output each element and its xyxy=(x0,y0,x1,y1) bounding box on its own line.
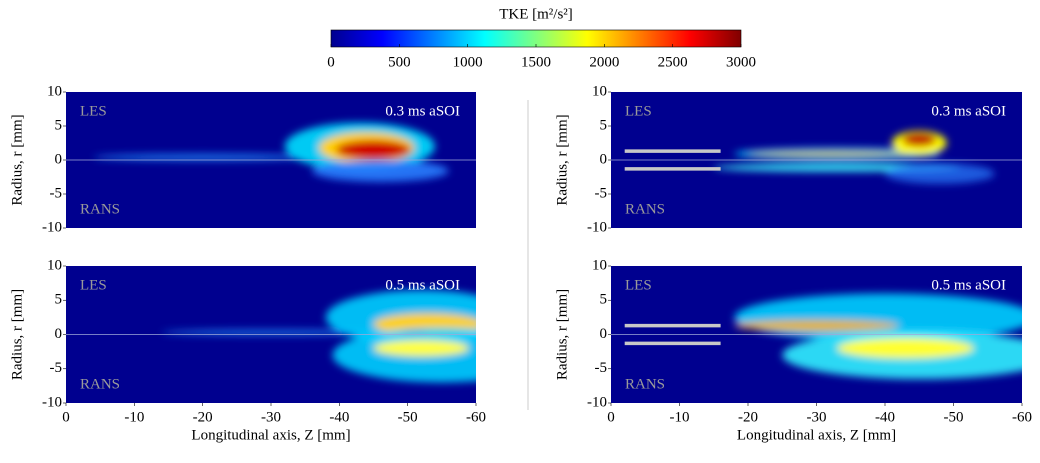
plume-blob xyxy=(335,140,412,160)
plume-blob xyxy=(748,151,913,157)
y-tick-label: 5 xyxy=(600,117,608,133)
colorbar-tick-label: 2000 xyxy=(589,54,619,70)
rans-label: RANS xyxy=(80,376,120,392)
colorbar-title: TKE [m²/s²] xyxy=(499,6,573,22)
x-tick-label: -30 xyxy=(807,409,827,425)
y-axis-label: Radius, r [mm] xyxy=(9,289,25,380)
rans-label: RANS xyxy=(80,201,120,217)
y-tick-label: 5 xyxy=(55,117,63,133)
y-tick-label: 0 xyxy=(600,326,608,342)
plume-blob xyxy=(312,160,449,182)
field xyxy=(66,92,476,228)
x-tick-label: -40 xyxy=(329,409,349,425)
colorbar-tick-label: 1000 xyxy=(453,54,483,70)
y-tick-label: -5 xyxy=(50,360,63,376)
plume xyxy=(734,293,1022,380)
y-tick-label: 5 xyxy=(55,292,63,308)
time-label: 0.3 ms aSOI xyxy=(931,103,1006,119)
x-tick-label: -60 xyxy=(1012,409,1032,425)
y-tick-label: 0 xyxy=(55,326,63,342)
y-tick-label: -10 xyxy=(42,219,62,235)
time-label: 0.3 ms aSOI xyxy=(385,103,460,119)
rans-label: RANS xyxy=(625,201,665,217)
plume xyxy=(161,289,476,383)
les-label: LES xyxy=(625,277,652,293)
x-tick-label: 0 xyxy=(62,409,70,425)
x-tick-label: -10 xyxy=(124,409,144,425)
plume-blob xyxy=(373,339,470,357)
field xyxy=(66,266,476,403)
plume xyxy=(93,122,449,182)
y-tick-label: -5 xyxy=(595,360,608,376)
plume-blob xyxy=(837,337,975,359)
x-tick-label: -40 xyxy=(875,409,895,425)
x-tick-label: -10 xyxy=(670,409,690,425)
y-tick-label: 5 xyxy=(600,292,608,308)
colorbar-tick-label: 2500 xyxy=(658,54,688,70)
y-tick-label: 0 xyxy=(600,151,608,167)
y-tick-label: 10 xyxy=(592,257,607,273)
x-tick-label: 0 xyxy=(607,409,615,425)
time-label: 0.5 ms aSOI xyxy=(931,277,1006,293)
y-tick-label: -10 xyxy=(42,394,62,410)
y-axis-label: Radius, r [mm] xyxy=(554,289,570,380)
x-tick-label: -50 xyxy=(398,409,418,425)
time-label: 0.5 ms aSOI xyxy=(385,277,460,293)
x-tick-label: -20 xyxy=(193,409,213,425)
x-tick-label: -60 xyxy=(466,409,486,425)
y-tick-label: -10 xyxy=(587,394,607,410)
plume-blob xyxy=(902,132,937,147)
colorbar-tick-label: 0 xyxy=(327,54,335,70)
y-axis-label: Radius, r [mm] xyxy=(554,114,570,205)
les-label: LES xyxy=(625,103,652,119)
colorbar-tick-label: 500 xyxy=(388,54,411,70)
x-tick-label: -50 xyxy=(944,409,964,425)
y-tick-label: 10 xyxy=(47,83,62,99)
x-tick-label: -30 xyxy=(261,409,281,425)
les-label: LES xyxy=(80,103,107,119)
colorbar-tick-label: 3000 xyxy=(726,54,756,70)
plume-blob xyxy=(93,153,312,161)
y-tick-label: 10 xyxy=(592,83,607,99)
x-axis-label: Longitudinal axis, Z [mm] xyxy=(737,427,896,443)
plume-blob xyxy=(161,329,381,336)
y-tick-label: -5 xyxy=(595,185,608,201)
y-tick-label: 10 xyxy=(47,257,62,273)
x-axis-label: Longitudinal axis, Z [mm] xyxy=(191,427,350,443)
colorbar-tick-label: 1500 xyxy=(521,54,551,70)
les-label: LES xyxy=(80,277,107,293)
plume-blob xyxy=(734,320,899,332)
y-axis-label: Radius, r [mm] xyxy=(9,114,25,205)
plume-blob xyxy=(885,163,995,184)
plume xyxy=(713,130,995,184)
rans-label: RANS xyxy=(625,376,665,392)
y-tick-label: -10 xyxy=(587,219,607,235)
y-tick-label: 0 xyxy=(55,151,63,167)
field xyxy=(611,92,1022,228)
x-tick-label: -20 xyxy=(738,409,758,425)
y-tick-label: -5 xyxy=(50,185,63,201)
field xyxy=(611,266,1022,403)
